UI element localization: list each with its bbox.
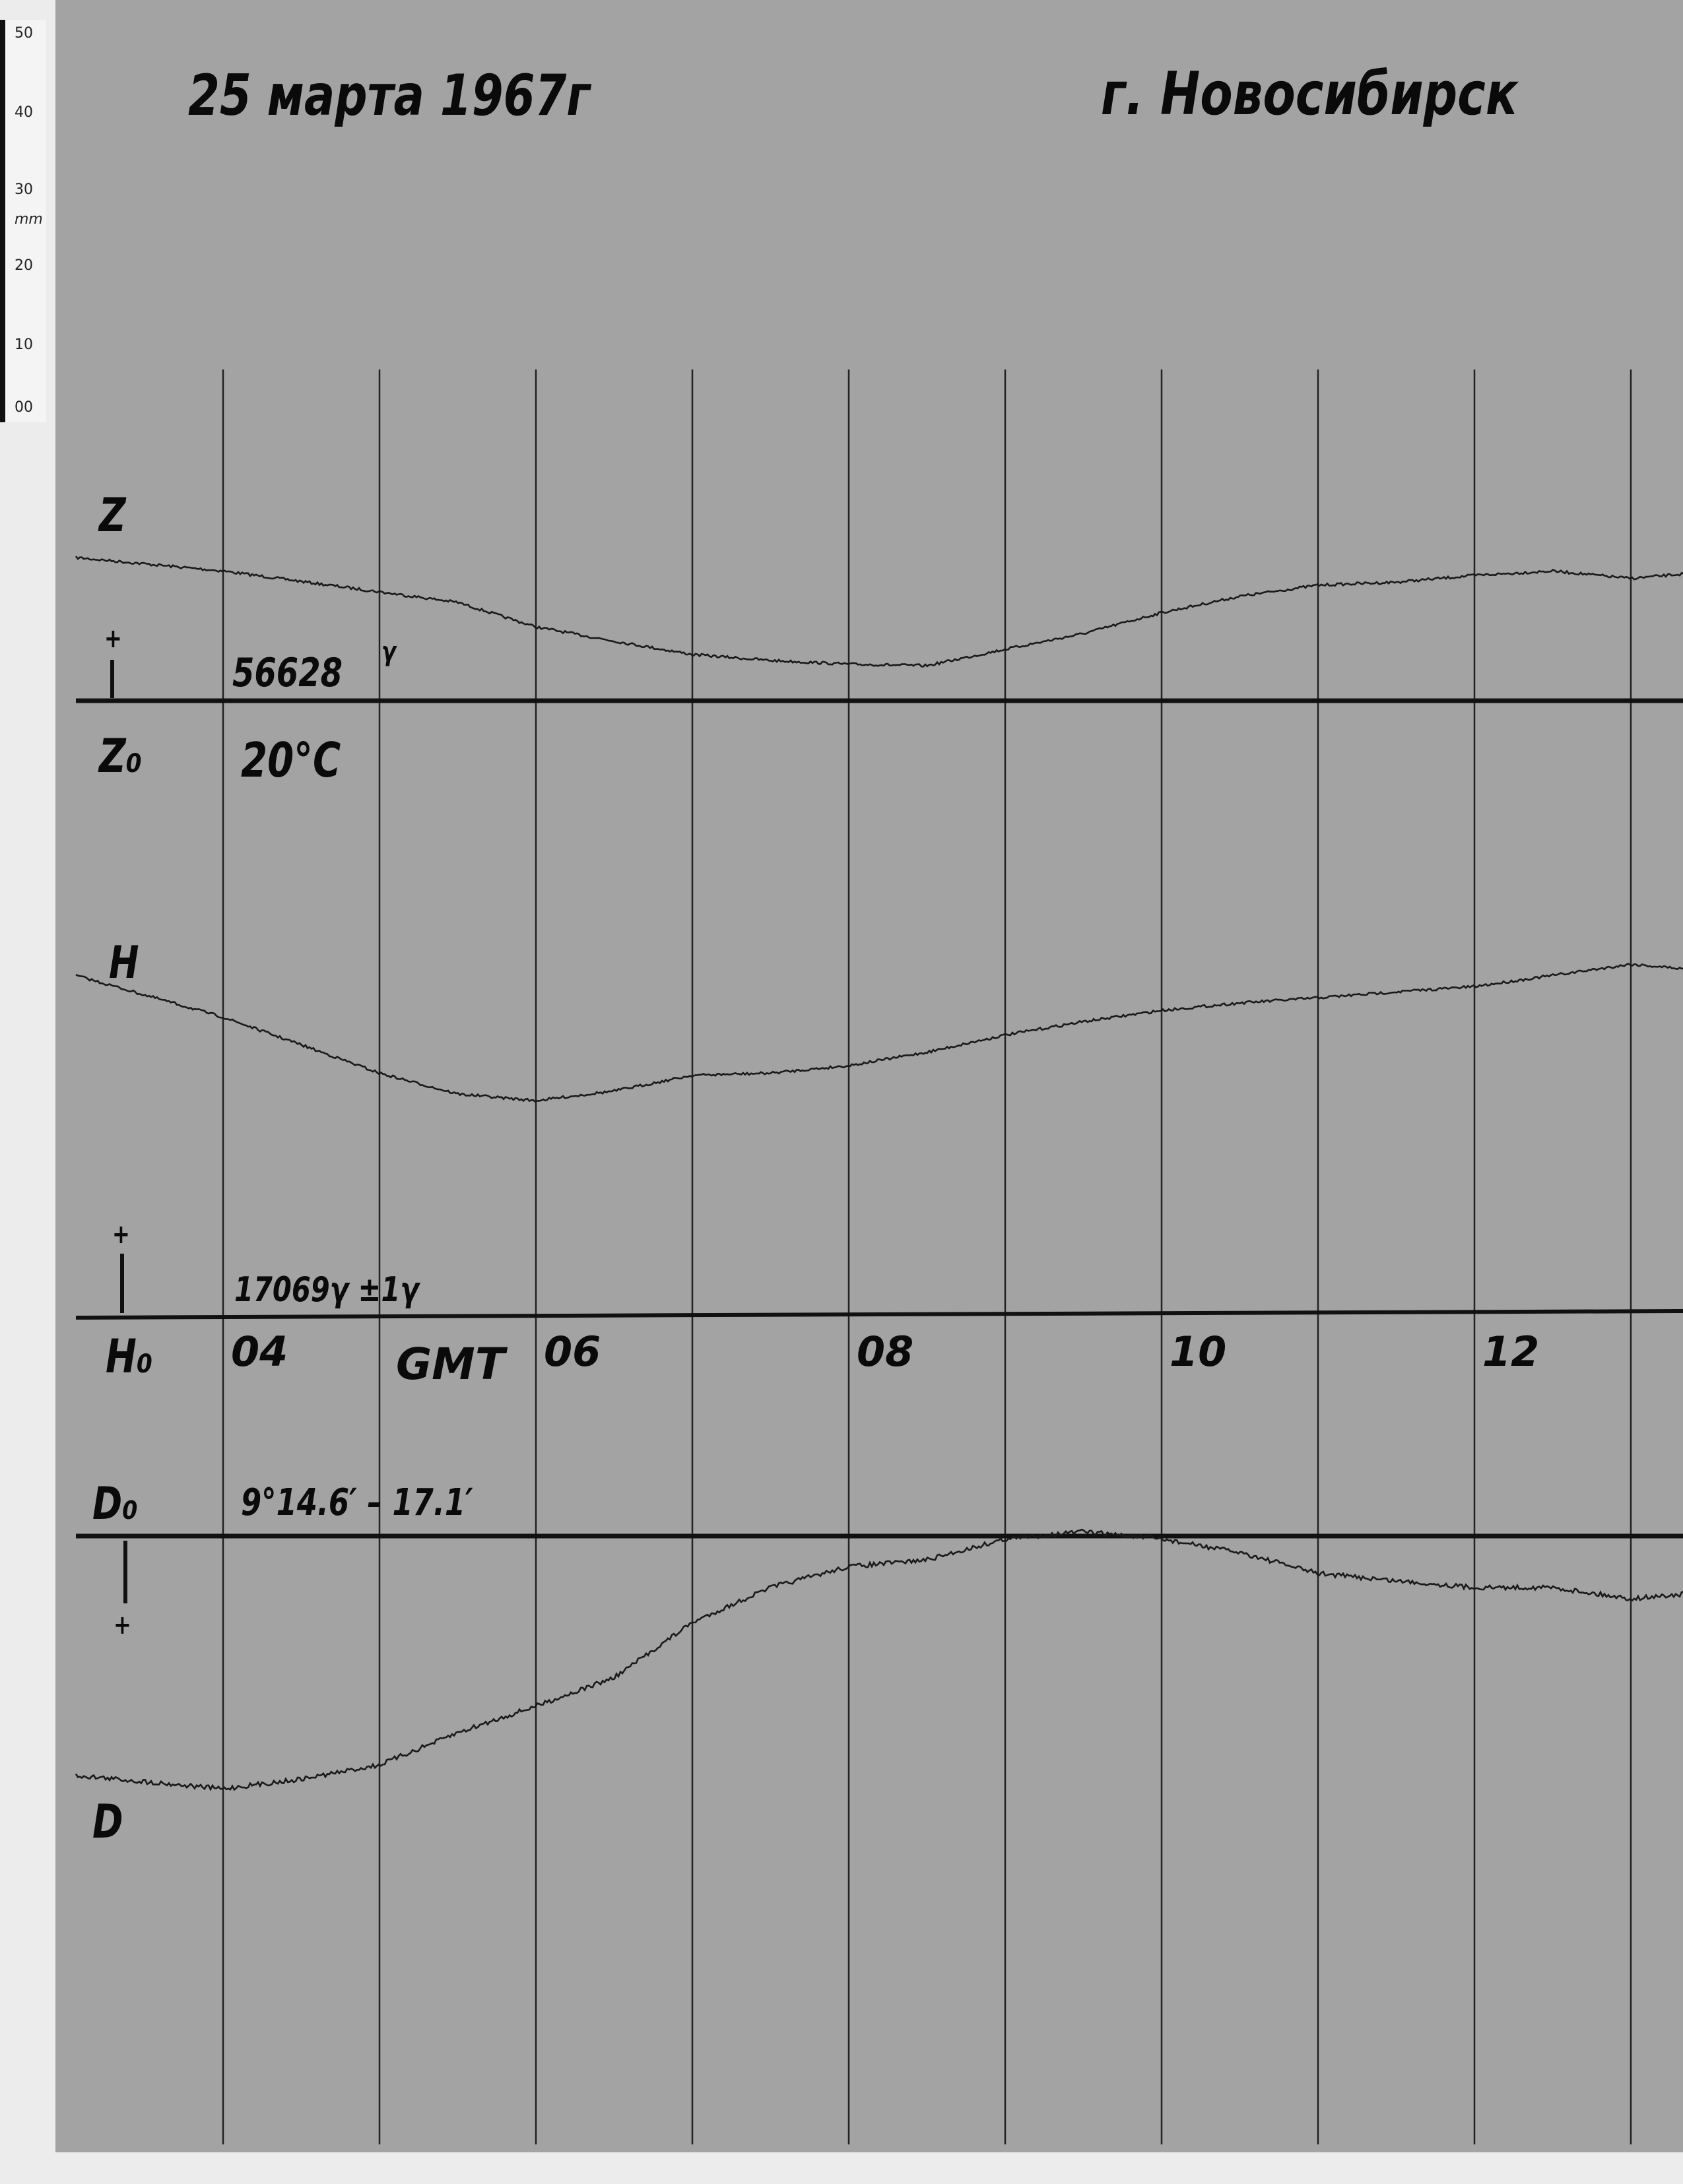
ruler-tick-label: 00 <box>15 399 33 416</box>
temperature-label: 20°C <box>241 732 341 788</box>
d-label: D <box>92 1795 123 1849</box>
x-tick-label: 10 <box>1170 1328 1226 1376</box>
z-label: Z <box>99 488 126 542</box>
h0-label: H₀ <box>106 1330 153 1384</box>
trace-z <box>75 556 1683 668</box>
x-tick-label: 06 <box>544 1328 601 1376</box>
x-axis-label: GMT <box>396 1339 508 1390</box>
d-plus-sign: + <box>114 1610 131 1640</box>
x-tick-label: 08 <box>857 1328 913 1376</box>
d0-label: D₀ <box>92 1478 138 1530</box>
baseline-h <box>75 1309 1683 1320</box>
ruler-unit: mm <box>15 211 43 228</box>
ruler-tick-label: 30 <box>15 181 33 198</box>
z-base-value: 56628 <box>232 650 343 696</box>
ruler-tick-label: 50 <box>15 25 33 42</box>
trace-d <box>75 1528 1683 1791</box>
h-base-value: 17069γ ±1γ <box>234 1270 419 1310</box>
h-plus-sign: + <box>112 1219 130 1250</box>
ruler-tick-label: 10 <box>15 337 33 353</box>
city-title: г. Новосибирск <box>1101 59 1518 129</box>
ruler-tick-label: 20 <box>15 257 33 274</box>
z-plus-sign: + <box>104 624 122 654</box>
z0-label: Z₀ <box>99 729 143 783</box>
magnetogram-paper <box>55 0 1683 2152</box>
d-base-value: 9°14.6′ – 17.1′ <box>241 1481 473 1524</box>
h-label: H <box>109 937 139 989</box>
ruler-tick-label: 40 <box>15 104 33 121</box>
trace-h <box>75 963 1683 1103</box>
mm-scale-ruler: 50 40 30 mm 20 10 00 <box>0 20 46 422</box>
date-title: 25 марта 1967г <box>188 63 591 129</box>
x-tick-label: 04 <box>231 1328 288 1376</box>
z-base-unit: γ <box>381 637 396 667</box>
x-tick-label: 12 <box>1482 1328 1539 1376</box>
